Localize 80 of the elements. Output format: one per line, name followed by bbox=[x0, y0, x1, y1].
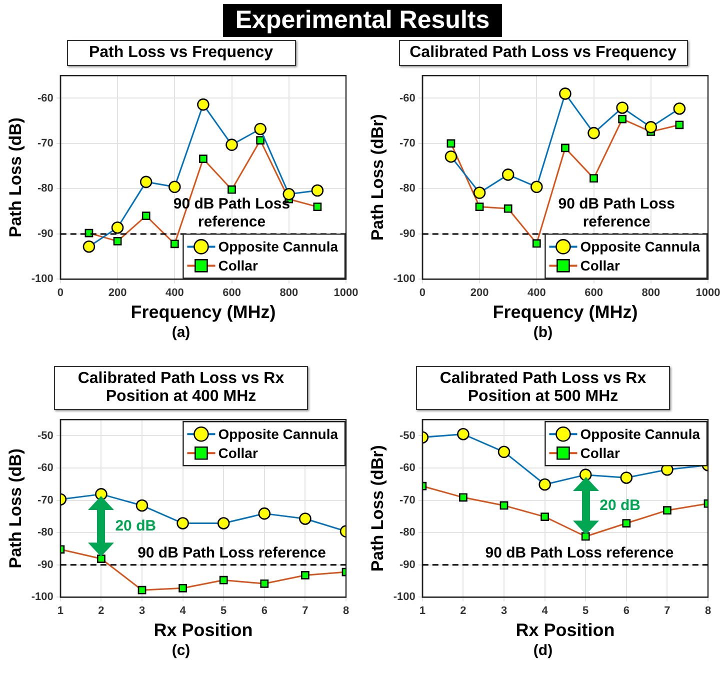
y-tick-label: -70 bbox=[400, 138, 416, 150]
legend-label: Collar bbox=[580, 444, 620, 461]
x-tick-label: 8 bbox=[342, 604, 350, 617]
y-tick-label: -80 bbox=[400, 182, 416, 195]
legend-label: Opposite Cannula bbox=[218, 426, 338, 442]
x-tick-label: 7 bbox=[664, 604, 670, 617]
legend-label: Opposite Cannula bbox=[580, 426, 700, 442]
x-tick-label: 8 bbox=[704, 604, 712, 617]
y-tick-label: -60 bbox=[38, 462, 54, 474]
x-tick-label: 4 bbox=[180, 604, 187, 617]
x-axis-title: Rx Position bbox=[154, 620, 253, 640]
y-tick-label: -50 bbox=[38, 430, 54, 442]
y-tick-label: -100 bbox=[31, 591, 54, 604]
ref-line-label: 90 dB Path Loss reference bbox=[138, 544, 326, 562]
y-tick-label: -90 bbox=[38, 228, 54, 240]
chart-title: Calibrated Path Loss vs Rx Position at 400 MHz bbox=[54, 366, 308, 410]
legend-label: Collar bbox=[580, 258, 620, 274]
x-tick-label: 1 bbox=[419, 604, 426, 617]
x-axis-title: Frequency (MHz) bbox=[492, 302, 638, 322]
x-tick-label: 2 bbox=[460, 604, 466, 617]
x-tick-label: 800 bbox=[280, 286, 298, 299]
y-tick-label: -100 bbox=[31, 273, 54, 286]
x-tick-label: 0 bbox=[57, 286, 64, 299]
y-tick-label: -80 bbox=[38, 182, 54, 195]
text: (a) bbox=[170, 324, 192, 341]
x-axis-title: Frequency (MHz) bbox=[130, 302, 276, 322]
y-tick-label: -50 bbox=[400, 430, 416, 442]
x-tick-label: 1000 bbox=[334, 286, 358, 299]
ref-line-label: 90 dB Path Loss reference bbox=[558, 196, 675, 231]
x-tick-label: 3 bbox=[500, 604, 508, 617]
x-tick-label: 6 bbox=[261, 604, 268, 617]
chart-title: Calibrated Path Loss vs Frequency bbox=[398, 40, 688, 66]
x-tick-label: 800 bbox=[642, 286, 660, 299]
legend-label: Opposite Cannula bbox=[218, 238, 338, 255]
ref-line-label: 90 dB Path Loss reference bbox=[485, 544, 674, 562]
y-tick-label: -90 bbox=[38, 558, 54, 571]
y-tick-label: -90 bbox=[400, 228, 416, 240]
y-tick-label: -100 bbox=[393, 273, 416, 286]
x-tick-label: 600 bbox=[222, 286, 241, 299]
legend-label: Opposite Cannula bbox=[580, 238, 700, 255]
x-tick-label: 6 bbox=[623, 604, 630, 617]
y-tick-label: -100 bbox=[393, 591, 416, 604]
x-tick-label: 5 bbox=[220, 604, 227, 617]
y-tick-label: -60 bbox=[400, 92, 416, 104]
y-axis-title: Path Loss (dBr) bbox=[368, 445, 387, 572]
text: Experimental Results bbox=[223, 4, 502, 37]
y-tick-label: -80 bbox=[38, 526, 54, 539]
x-tick-label: 2 bbox=[98, 604, 104, 617]
x-tick-label: 600 bbox=[584, 286, 603, 299]
x-tick-label: 1 bbox=[57, 604, 64, 617]
annotation: 20 dB bbox=[600, 496, 641, 514]
chart-title: Path Loss vs Frequency bbox=[66, 40, 296, 66]
x-tick-label: 200 bbox=[470, 286, 489, 299]
x-tick-label: 3 bbox=[138, 604, 146, 617]
x-tick-label: 400 bbox=[165, 286, 184, 299]
y-tick-label: -90 bbox=[400, 558, 416, 571]
chart-title: Calibrated Path Loss vs Rx Position at 500 MHz bbox=[416, 366, 670, 410]
x-tick-label: 0 bbox=[419, 286, 426, 299]
y-axis-title: Path Loss (dBr) bbox=[368, 114, 387, 241]
x-tick-label: 1000 bbox=[696, 286, 720, 299]
x-axis-title: Rx Position bbox=[516, 620, 615, 640]
y-tick-label: -60 bbox=[38, 92, 54, 104]
text: (c) bbox=[170, 642, 192, 659]
x-tick-label: 200 bbox=[108, 286, 127, 299]
y-tick-label: -70 bbox=[400, 494, 416, 506]
y-tick-label: -60 bbox=[400, 462, 416, 474]
x-tick-label: 4 bbox=[542, 604, 549, 617]
text: (d) bbox=[532, 642, 554, 659]
x-tick-label: 400 bbox=[527, 286, 546, 299]
text: (b) bbox=[532, 324, 554, 341]
legend-label: Collar bbox=[218, 444, 258, 461]
y-tick-label: -80 bbox=[400, 526, 416, 539]
y-tick-label: -70 bbox=[38, 494, 54, 506]
x-tick-label: 5 bbox=[582, 604, 589, 617]
x-tick-label: 7 bbox=[302, 604, 308, 617]
y-axis-title: Path Loss (dB) bbox=[6, 448, 25, 568]
legend-label: Collar bbox=[218, 258, 258, 274]
annotation: 20 dB bbox=[115, 518, 156, 535]
y-tick-label: -70 bbox=[38, 138, 54, 150]
y-axis-title: Path Loss (dB) bbox=[6, 117, 25, 238]
